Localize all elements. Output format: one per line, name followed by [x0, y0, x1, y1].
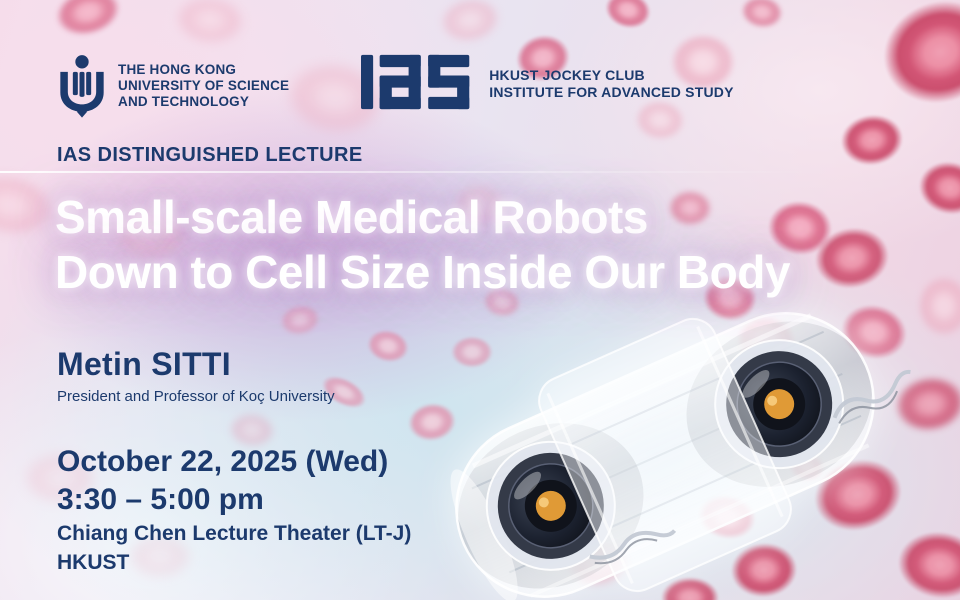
blood-cell	[115, 210, 185, 260]
lecture-title-line1: Small-scale Medical Robots	[55, 191, 648, 243]
ias-logo-line2: INSTITUTE FOR ADVANCED STUDY	[489, 84, 734, 100]
blood-cell	[668, 190, 712, 226]
speaker-name: Metin SITTI	[57, 346, 231, 382]
blood-cell	[128, 534, 192, 578]
ias-logo-text: HKUST JOCKEY CLUB INSTITUTE FOR ADVANCED…	[489, 67, 733, 101]
event-venue: Chiang Chen Lecture Theater (LT-J)	[57, 522, 412, 545]
speaker-affiliation: President and Professor of Koç Universit…	[57, 388, 335, 405]
event-details: October 22, 2025 (Wed) 3:30 – 5:00 pm Ch…	[57, 443, 411, 577]
lecture-series-label: IAS DISTINGUISHED LECTURE	[57, 144, 363, 166]
blood-cell	[451, 336, 493, 368]
event-time: 3:30 – 5:00 pm	[57, 483, 264, 516]
hkust-logo-line3: AND TECHNOLOGY	[118, 94, 250, 109]
ias-logo: HKUST JOCKEY CLUB INSTITUTE FOR ADVANCED…	[361, 54, 733, 110]
hkust-logo-text: THE HONG KONG UNIVERSITY OF SCIENCE AND …	[118, 62, 289, 110]
lecture-title-line2: Down to Cell Size Inside Our Body	[55, 246, 790, 298]
event-campus: HKUST	[57, 551, 130, 574]
hkust-logo-line1: THE HONG KONG	[118, 62, 237, 77]
blood-cell	[661, 577, 719, 600]
hkust-logo: THE HONG KONG UNIVERSITY OF SCIENCE AND …	[57, 54, 289, 118]
capsule-robot-svg	[450, 312, 911, 600]
header-divider	[0, 171, 960, 173]
event-date: October 22, 2025 (Wed)	[57, 445, 389, 478]
capsule-robot-illustration	[405, 285, 925, 600]
ias-wordmark-icon	[361, 54, 470, 110]
lecture-title: Small-scale Medical Robots Down to Cell …	[55, 190, 895, 300]
ias-logo-line1: HKUST JOCKEY CLUB	[489, 67, 645, 83]
hkust-logo-line2: UNIVERSITY OF SCIENCE	[118, 78, 290, 93]
blood-cell	[23, 452, 97, 504]
hkust-emblem-icon	[60, 55, 104, 118]
blood-cell	[917, 275, 960, 337]
blood-cell	[670, 33, 736, 91]
header-logos: THE HONG KONG UNIVERSITY OF SCIENCE AND …	[57, 54, 734, 118]
